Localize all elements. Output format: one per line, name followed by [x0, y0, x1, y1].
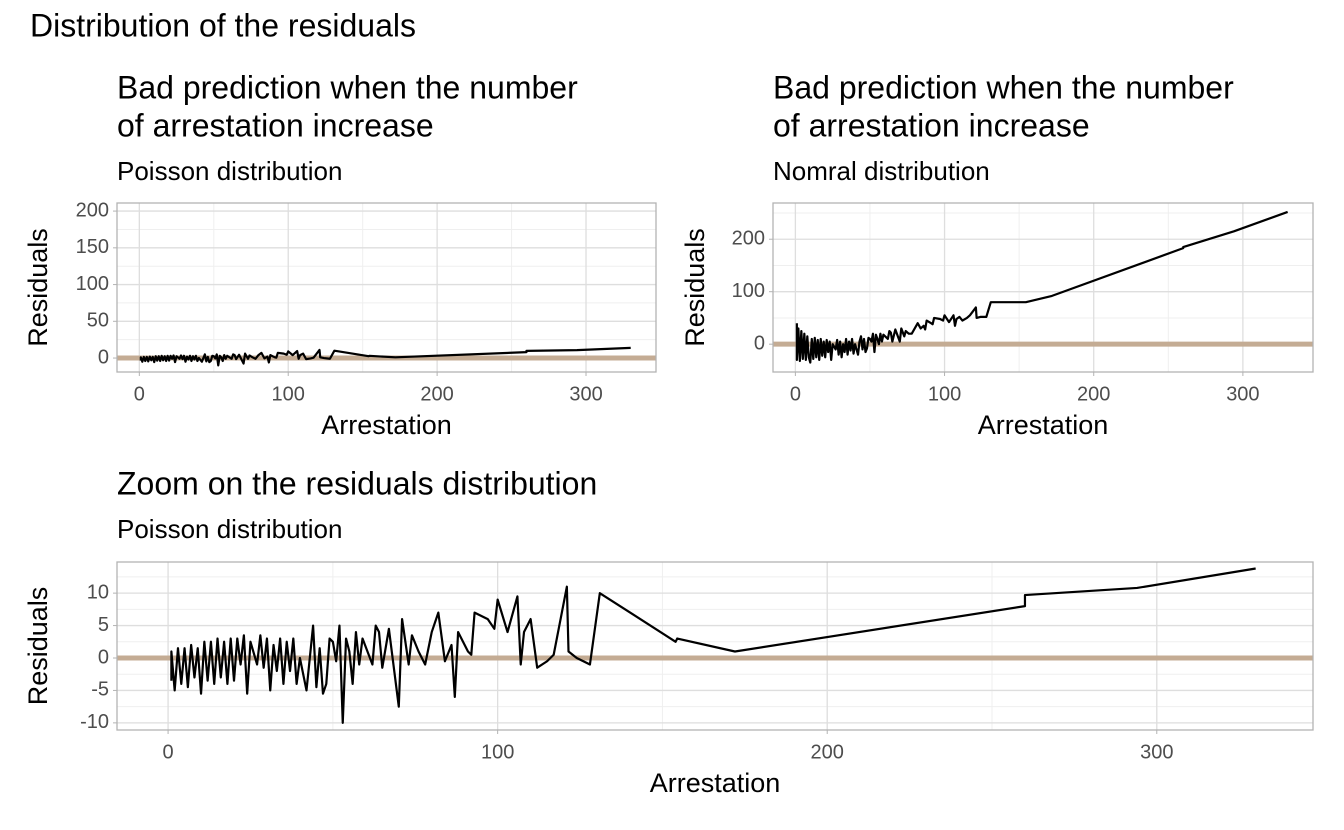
panel-border [116, 202, 657, 373]
x-tick-label: 0 [790, 383, 801, 405]
y-tick-label: 5 [98, 614, 109, 636]
panel-title: Bad prediction when the number [117, 69, 578, 105]
figure-title: Distribution of the residuals [30, 7, 416, 43]
panel-subtitle: Poisson distribution [117, 156, 342, 186]
x-tick-label: 200 [811, 741, 844, 763]
x-axis-label: Arrestation [650, 768, 781, 798]
y-tick-label: -5 [91, 679, 109, 701]
x-tick-label: 0 [134, 383, 145, 405]
panel-subtitle: Nomral distribution [773, 156, 990, 186]
x-tick-label: 100 [272, 383, 305, 405]
y-tick-label: 100 [76, 273, 109, 295]
x-tick-label: 200 [420, 383, 453, 405]
y-tick-label: 10 [87, 581, 109, 603]
x-tick-label: 0 [163, 741, 174, 763]
y-tick-label: 50 [87, 310, 109, 332]
x-axis-label: Arrestation [978, 410, 1109, 440]
x-axis-label: Arrestation [321, 410, 452, 440]
y-axis-label: Residuals [680, 228, 710, 347]
x-tick-label: 100 [928, 383, 961, 405]
x-tick-label: 200 [1077, 383, 1110, 405]
panel-border [772, 202, 1314, 373]
panel-title: Zoom on the residuals distribution [117, 465, 597, 501]
data-line [139, 346, 631, 367]
panel-title: of arrestation increase [117, 107, 434, 143]
x-tick-label: 300 [1226, 383, 1259, 405]
x-tick-label: 300 [1140, 741, 1173, 763]
x-tick-label: 300 [569, 383, 602, 405]
y-tick-label: 100 [732, 280, 765, 302]
y-tick-label: 200 [732, 227, 765, 249]
panel-subtitle: Poisson distribution [117, 514, 342, 544]
panel-title: of arrestation increase [773, 107, 1090, 143]
data-line [170, 567, 1256, 724]
y-tick-label: 0 [98, 646, 109, 668]
x-tick-label: 100 [481, 741, 514, 763]
y-tick-label: 0 [754, 332, 765, 354]
y-tick-label: 150 [76, 236, 109, 258]
y-tick-label: 200 [76, 199, 109, 221]
y-axis-label: Residuals [23, 228, 53, 347]
panel-title: Bad prediction when the number [773, 69, 1234, 105]
y-axis-label: Residuals [23, 587, 53, 706]
y-tick-label: 0 [98, 346, 109, 368]
data-line [795, 210, 1289, 364]
y-tick-label: -10 [80, 711, 109, 733]
panel-border [116, 561, 1314, 731]
